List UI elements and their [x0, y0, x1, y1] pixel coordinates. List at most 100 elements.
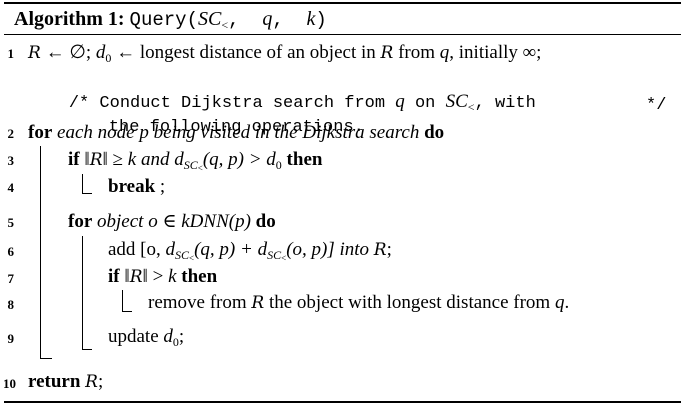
add-text: add [o,	[108, 239, 166, 260]
arg-sc-sub: <	[221, 18, 229, 32]
bottom-rule	[4, 401, 681, 403]
norm-gt: ‖ >	[142, 266, 169, 287]
remove-text: remove from	[148, 292, 252, 313]
for-condition: object o ∈ kDNN(p)	[92, 211, 256, 232]
period: .	[564, 292, 570, 313]
arg-k: k	[306, 8, 316, 30]
line-1-text-2: from	[393, 42, 440, 63]
line-number-10: 10	[3, 376, 16, 391]
do-keyword: do	[255, 211, 276, 232]
d-subscript: SC<	[267, 248, 287, 263]
d-symbol: d	[266, 149, 276, 170]
block-bar-for-inner	[82, 236, 83, 350]
block-bar-if-1	[82, 174, 83, 194]
result-set-symbol: R	[380, 43, 394, 63]
line-6-args-1: (q, p) +	[194, 239, 258, 260]
d-subscript: SC<	[175, 248, 195, 263]
remove-text-2: the object with longest distance from	[264, 292, 555, 313]
comment-text-3: , with	[474, 94, 536, 113]
d-subsubscript: <	[197, 163, 203, 173]
return-keyword: return	[28, 371, 81, 392]
semicolon: ;	[155, 176, 166, 197]
semicolon: ;	[386, 239, 392, 260]
do-keyword: do	[424, 122, 445, 143]
title-rule	[4, 34, 681, 35]
comment-text-1: Conduct Dijkstra search from	[99, 94, 396, 113]
line-1: R ← ∅; d0 ← longest distance of an objec…	[28, 42, 541, 69]
line-number-4: 4	[7, 180, 15, 195]
line-number-3: 3	[7, 153, 15, 168]
q-symbol: q	[439, 42, 450, 63]
d-subscript: 0	[105, 51, 112, 65]
if-keyword: if	[108, 266, 120, 287]
arg-sep-2: ,	[272, 9, 307, 31]
line-8: remove from R the object with longest di…	[148, 292, 569, 314]
break-keyword: break	[108, 176, 156, 197]
d-subsubscript: <	[189, 253, 195, 263]
d-subscript: SC<	[183, 158, 203, 173]
for-keyword: for	[68, 211, 93, 232]
for-condition: each node p being visited in the Dijkstr…	[52, 122, 425, 143]
norm-open: ‖	[119, 266, 130, 287]
update-text: update	[108, 326, 164, 347]
d-symbol: d	[163, 326, 173, 347]
line-1-text-3: , initially ∞;	[449, 42, 542, 63]
q-symbol: q	[395, 91, 405, 112]
line-5: for object o ∈ kDNN(p) do	[68, 211, 276, 233]
block-bar-for-inner-end	[82, 349, 92, 350]
d-subscript-sc: SC	[267, 248, 282, 262]
block-bar-if-2	[122, 290, 123, 312]
line-number-5: 5	[7, 215, 15, 230]
paren-close: )	[315, 9, 327, 31]
semicolon: ;	[97, 371, 104, 392]
line-number-6: 6	[7, 244, 15, 259]
norm-open: ‖	[79, 149, 90, 170]
line-6-args-2: (o, p)] into	[286, 239, 374, 260]
algorithm-title: Algorithm 1: Query(SC<, q, k)	[14, 6, 327, 38]
and-word: and	[136, 149, 175, 170]
result-set-symbol: R	[28, 43, 41, 63]
result-set-symbol: R	[89, 150, 103, 170]
d-subscript-sc: SC	[183, 158, 198, 172]
arg-q: q	[262, 8, 273, 30]
result-set-symbol: R	[129, 267, 143, 287]
block-bar-if-1-end	[82, 193, 92, 194]
line-9: update d0;	[108, 326, 184, 353]
d-symbol: d	[174, 149, 184, 170]
line-3-args: (q, p) >	[202, 149, 267, 170]
comment-open: /*	[68, 94, 100, 113]
arg-sc: SC	[197, 8, 222, 30]
result-set-symbol: R	[251, 293, 265, 313]
d-subscript-sc: SC	[175, 248, 190, 262]
d-subscript: 0	[275, 158, 282, 172]
sc-symbol: SC	[445, 91, 468, 112]
algorithm-label: Algorithm 1:	[14, 8, 125, 30]
d-subscript: 0	[172, 335, 179, 349]
line-4: break ;	[108, 176, 165, 198]
result-set-symbol: R	[373, 240, 387, 260]
paren-open: (	[186, 9, 198, 31]
semicolon: ;	[178, 326, 185, 347]
comment-text-2: on	[404, 94, 446, 113]
line-number-8: 8	[7, 297, 15, 312]
line-number-7: 7	[7, 271, 15, 286]
comment-line-1: /* Conduct Dijkstra search from q on SC<…	[28, 69, 536, 140]
if-keyword: if	[68, 149, 80, 170]
block-bar-for-outer	[40, 146, 41, 359]
line-number-1: 1	[7, 46, 15, 61]
then-keyword: then	[281, 149, 323, 170]
top-rule	[4, 2, 681, 4]
line-3: if ‖R‖ ≥ k and dSC<(q, p) > d0 then	[68, 149, 322, 179]
k-symbol: k	[127, 149, 137, 170]
q-symbol: q	[554, 292, 565, 313]
d-subsubscript: <	[281, 253, 287, 263]
d-symbol: d	[257, 239, 268, 260]
norm-geq: ‖ ≥	[102, 149, 128, 170]
k-symbol: k	[168, 266, 177, 287]
sc-subscript: <	[467, 100, 475, 114]
comment-close: */	[646, 96, 667, 115]
for-keyword: for	[28, 122, 53, 143]
d-symbol: d	[95, 42, 106, 63]
line-6: add [o, dSC<(q, p) + dSC<(o, p)] into R;	[108, 239, 392, 269]
